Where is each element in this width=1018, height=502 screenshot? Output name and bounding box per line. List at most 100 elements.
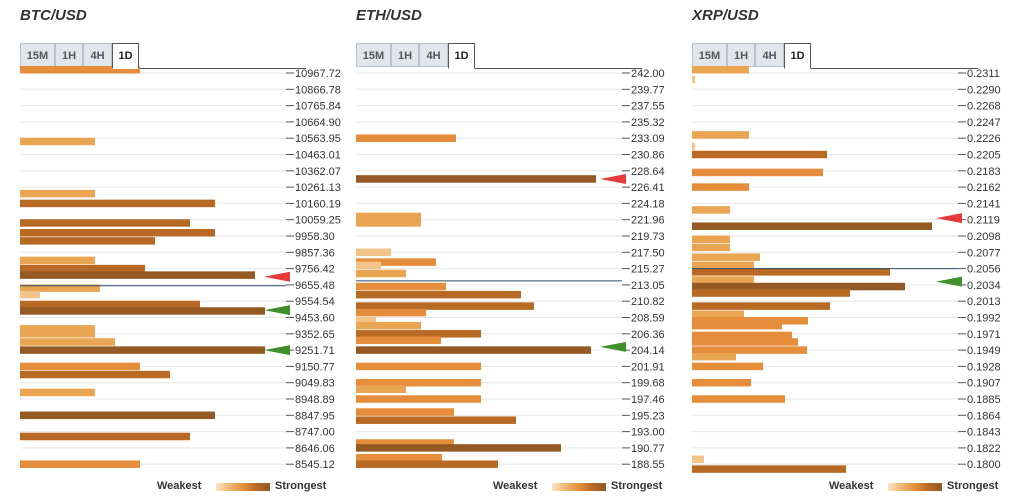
level-label: 0.1843 bbox=[967, 427, 1001, 439]
level-label: 219.73 bbox=[631, 231, 665, 243]
level-label: 213.05 bbox=[631, 280, 665, 292]
confluence-bar bbox=[20, 362, 140, 371]
confluence-bar bbox=[20, 432, 190, 441]
confluence-bar bbox=[692, 75, 695, 84]
level-label: 0.1971 bbox=[967, 329, 1001, 341]
confluence-bar bbox=[692, 321, 782, 330]
level-label: 0.2183 bbox=[967, 166, 1001, 178]
level-arrow-icon bbox=[936, 213, 962, 224]
level-label: 0.1885 bbox=[967, 394, 1001, 406]
level-label: 10463.01 bbox=[295, 150, 341, 162]
tab-1h[interactable]: 1H bbox=[391, 43, 419, 67]
level-label: 215.27 bbox=[631, 264, 665, 276]
confluence-bar bbox=[692, 268, 890, 276]
confluence-bar bbox=[692, 183, 749, 191]
confluence-bar bbox=[356, 308, 426, 317]
level-label: 226.41 bbox=[631, 182, 665, 194]
level-label: 0.2268 bbox=[967, 101, 1001, 113]
tab-15m[interactable]: 15M bbox=[356, 43, 391, 67]
tab-1h[interactable]: 1H bbox=[55, 43, 83, 67]
level-label: 224.18 bbox=[631, 198, 665, 210]
confluence-bar bbox=[356, 336, 441, 345]
confluence-bar bbox=[20, 370, 170, 379]
level-label: 0.2098 bbox=[967, 231, 1001, 243]
level-label: 204.14 bbox=[631, 345, 665, 357]
confluence-bar bbox=[20, 325, 95, 333]
level-label: 190.77 bbox=[631, 443, 665, 455]
legend-gradient bbox=[888, 483, 942, 491]
level-label: 8847.95 bbox=[295, 410, 335, 422]
tab-4h[interactable]: 4H bbox=[419, 43, 448, 67]
confluence-bar bbox=[692, 65, 749, 74]
confluence-bar bbox=[20, 330, 95, 338]
tab-1d[interactable]: 1D bbox=[448, 43, 475, 69]
level-label: 221.96 bbox=[631, 215, 665, 227]
panel-title: ETH/USD bbox=[356, 7, 422, 24]
level-label: 206.36 bbox=[631, 329, 665, 341]
level-label: 237.55 bbox=[631, 101, 665, 113]
level-label: 197.46 bbox=[631, 394, 665, 406]
confluence-bar bbox=[356, 134, 456, 142]
confluence-bar bbox=[356, 175, 596, 183]
confluence-bar bbox=[356, 453, 442, 462]
confluence-bar bbox=[692, 131, 749, 139]
confluence-bar bbox=[692, 253, 760, 261]
confluence-bar bbox=[356, 321, 421, 330]
confluence-bar bbox=[20, 65, 140, 74]
confluence-bar bbox=[692, 317, 808, 325]
level-label: 228.64 bbox=[631, 166, 665, 178]
level-label: 9251.71 bbox=[295, 345, 335, 357]
panel-btc: BTC/USD 15M 1H 4H 1D 10967.72 10866.78 10765.… bbox=[20, 0, 341, 502]
level-label: 0.2226 bbox=[967, 133, 1001, 145]
level-arrow-icon bbox=[936, 276, 962, 287]
tab-1d[interactable]: 1D bbox=[784, 43, 811, 69]
confluence-bar bbox=[356, 416, 516, 424]
level-arrow-icon bbox=[264, 271, 290, 282]
level-label: 0.1864 bbox=[967, 410, 1001, 422]
level-label: 233.09 bbox=[631, 133, 665, 145]
tab-15m[interactable]: 15M bbox=[692, 43, 727, 67]
confluence-bar bbox=[20, 346, 265, 354]
confluence-bar bbox=[356, 346, 591, 354]
level-label: 9655.48 bbox=[295, 280, 335, 292]
confluence-bar bbox=[356, 408, 454, 416]
tab-1h[interactable]: 1H bbox=[727, 43, 755, 67]
level-label: 0.2311 bbox=[967, 68, 1000, 80]
legend-strongest: Strongest bbox=[275, 480, 327, 492]
level-label: 8545.12 bbox=[295, 459, 335, 471]
level-label: 201.91 bbox=[631, 361, 665, 373]
confluence-bar bbox=[692, 235, 730, 244]
panel-eth: ETH/USD 15M 1H 4H 1D 242.00 239.77 237.55 235.… bbox=[356, 0, 676, 502]
level-label: 0.2034 bbox=[967, 280, 1001, 292]
level-arrow-icon bbox=[264, 345, 290, 356]
confluence-bar bbox=[356, 261, 381, 270]
confluence-bar bbox=[20, 338, 115, 346]
level-label: 0.2205 bbox=[967, 150, 1001, 162]
level-label: 9453.60 bbox=[295, 313, 335, 325]
tab-underline bbox=[113, 68, 306, 69]
level-label: 10261.13 bbox=[295, 182, 341, 194]
panel-xrp: XRP/USD 15M 1H 4H 1D 0.2311 0.2290 0.2268 0.22… bbox=[692, 0, 1012, 502]
level-label: 10765.84 bbox=[295, 101, 341, 113]
level-label: 0.1928 bbox=[967, 361, 1001, 373]
legend-strongest: Strongest bbox=[611, 480, 663, 492]
level-label: 9049.83 bbox=[295, 378, 335, 390]
confluence-bar bbox=[20, 219, 190, 227]
confluence-chart: 242.00 239.77 237.55 235.32 233.09 230.86 228.… bbox=[356, 68, 665, 471]
confluence-bar bbox=[356, 302, 534, 310]
tab-underline bbox=[449, 68, 642, 69]
confluence-bar bbox=[356, 362, 481, 371]
confluence-bar bbox=[20, 290, 40, 299]
tab-1d[interactable]: 1D bbox=[112, 43, 139, 69]
confluence-bar bbox=[692, 378, 751, 387]
tab-4h[interactable]: 4H bbox=[755, 43, 784, 67]
level-arrow-icon bbox=[600, 173, 626, 184]
confluence-bar bbox=[356, 460, 498, 468]
level-label: 235.32 bbox=[631, 117, 665, 129]
confluence-bar bbox=[20, 271, 255, 279]
confluence-bar bbox=[20, 256, 95, 265]
confluence-bar bbox=[356, 248, 391, 257]
panel-title: XRP/USD bbox=[692, 7, 759, 24]
level-label: 8646.06 bbox=[295, 443, 335, 455]
level-label: 0.1992 bbox=[967, 313, 1001, 325]
